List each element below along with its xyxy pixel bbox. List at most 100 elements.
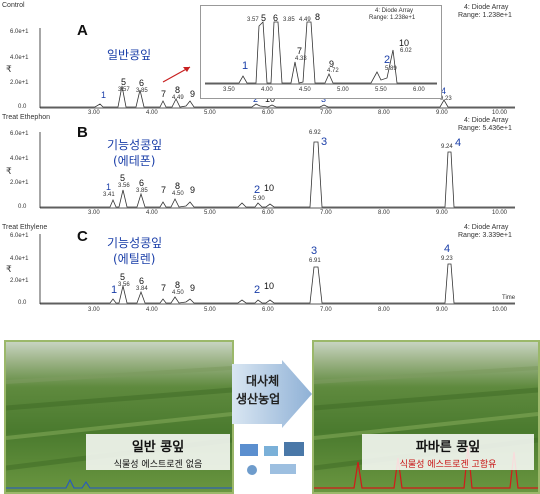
peak-number: 2 xyxy=(254,184,261,196)
x-tick: 6.00 xyxy=(262,307,274,313)
panel-title: 일반콩잎 xyxy=(107,48,152,62)
peak-number: 2 xyxy=(254,284,261,296)
chromatogram-panel-c: Treat Ethylene C 기능성콩잎 (에틸렌) 4: Diode Ar… xyxy=(0,222,540,322)
peak-rt: 9.24 xyxy=(441,144,453,150)
peak-rt: 3.56 xyxy=(118,183,130,189)
y-tick: 2.0e+1 xyxy=(10,80,29,86)
x-tick: 10.00 xyxy=(492,110,508,116)
field-photo-functional: 파바른 콩잎 식물성 에스트로겐 고함유 xyxy=(312,340,540,494)
peak-number: 9 xyxy=(190,89,196,99)
x-tick: 5.00 xyxy=(204,210,216,216)
inset-peak-number: 2 xyxy=(384,54,391,66)
x-tick: 5.00 xyxy=(204,110,216,116)
x-tick: 4.00 xyxy=(146,307,158,313)
y-tick: 4.0e+1 xyxy=(10,55,29,61)
x-tick: 3.00 xyxy=(88,110,100,116)
panel-tag: Treat Ethephon xyxy=(2,114,50,121)
panel-subtitle: (에틸렌) xyxy=(113,252,156,266)
baseline-trace xyxy=(6,478,232,489)
arrow-text-1: 대사체 xyxy=(246,374,280,388)
detector-label: 4: Diode Array xyxy=(464,224,509,231)
panel-tag: Control xyxy=(2,2,25,9)
chromatogram-b xyxy=(39,132,515,209)
peak-number: 8 xyxy=(175,280,181,290)
peak-number: 4 xyxy=(444,243,451,255)
peak-rt: 3.84 xyxy=(136,286,148,292)
detector-label: 4: Diode Array xyxy=(464,117,509,124)
chromatogram-panel-b: Treat Ethephon B 기능성콩잎 (에테폰) 4: Diode Ar… xyxy=(0,112,540,220)
x-tick: 7.00 xyxy=(320,307,332,313)
inset-x-tick: 5.50 xyxy=(375,87,387,93)
inset-range: Range: 1.238e+1 xyxy=(369,15,416,21)
peak-number: 7 xyxy=(161,283,167,293)
x-tick: 8.00 xyxy=(378,307,390,313)
x-tick: 10.00 xyxy=(492,307,508,313)
inset-peak-number: 10 xyxy=(399,38,410,48)
peak-number: 10 xyxy=(264,281,275,291)
inset-x-tick: 4.00 xyxy=(261,87,273,93)
peak-number: 10 xyxy=(265,94,276,104)
peak-number: 1 xyxy=(111,284,118,296)
inset-peak-number: 6 xyxy=(273,13,279,23)
pointer-arrowhead xyxy=(183,67,190,72)
x-tick: 8.00 xyxy=(378,210,390,216)
inset-peak-number: 9 xyxy=(329,59,335,69)
x-axis-label: Time xyxy=(502,295,516,301)
peak-rt: 6.92 xyxy=(309,130,321,136)
arrow-text-2: 생산농업 xyxy=(236,392,281,406)
peak-rt: 5.90 xyxy=(253,196,265,202)
x-tick: 9.00 xyxy=(436,210,448,216)
inset-x-tick: 3.50 xyxy=(223,87,235,93)
caption-box-normal: 일반 콩잎 식물성 에스트로겐 없음 xyxy=(86,434,230,470)
peak-number: 7 xyxy=(161,185,167,195)
peak-number: 3 xyxy=(321,136,328,148)
trace-line xyxy=(40,85,515,108)
x-tick: 6.00 xyxy=(262,110,274,116)
x-tick: 9.00 xyxy=(436,110,448,116)
inset-peak-rt: 3.57 xyxy=(247,17,259,23)
y-tick: 2.0e+1 xyxy=(10,278,29,284)
y-tick: 0.0 xyxy=(18,300,27,306)
inset-peak-rt: 4.72 xyxy=(327,68,339,74)
y-tick: 4.0e+1 xyxy=(10,156,29,162)
peak-number: 3 xyxy=(321,94,327,104)
inset-x-tick: 5.00 xyxy=(337,87,349,93)
panel-tag: Treat Ethylene xyxy=(2,224,48,231)
range-label: Range: 5.436e+1 xyxy=(458,125,512,132)
panel-title: 기능성콩잎 xyxy=(107,138,163,152)
peak-number: 4 xyxy=(455,137,462,149)
panel-letter: C xyxy=(77,228,88,245)
x-tick: 3.00 xyxy=(88,307,100,313)
caption-sub-functional: 식물성 에스트로겐 고함유 xyxy=(399,460,497,470)
y-tick: 4.0e+1 xyxy=(10,256,29,262)
peak-number: 5 xyxy=(120,173,126,183)
peak-number: 6 xyxy=(139,276,145,286)
peak-number: 1 xyxy=(106,182,112,192)
inset-zoom: 5 3.57 6 3.85 8 4.49 7 4.33 9 4.72 1 2 5… xyxy=(200,5,442,99)
caption-box-functional: 파바른 콩잎 식물성 에스트로겐 고함유 xyxy=(362,434,534,470)
y-tick: 6.0e+1 xyxy=(10,29,29,35)
inset-peak-rt: 5.89 xyxy=(385,66,397,72)
peak-number: 3 xyxy=(311,245,318,257)
chromatogram-panel-a: Control A 일반콩잎 4: Diode Array Range: 1.2… xyxy=(0,0,540,110)
x-tick: 7.00 xyxy=(320,110,332,116)
y-tick: 0.0 xyxy=(18,104,27,110)
x-tick: 10.00 xyxy=(492,210,508,216)
inset-peak-number: 5 xyxy=(261,13,267,23)
peak-rt: 6.91 xyxy=(309,258,321,264)
peak-rt: 3.85 xyxy=(136,188,148,194)
peak-rt: 3.57 xyxy=(118,87,130,93)
y-axis-label: ₹ xyxy=(6,166,12,176)
inset-peak-rt: 4.49 xyxy=(299,17,311,23)
inset-peak-rt: 6.02 xyxy=(400,48,412,54)
peak-rt: 4.50 xyxy=(172,290,184,296)
field-photo-normal: 일반 콩잎 식물성 에스트로겐 없음 xyxy=(4,340,234,494)
inset-trace xyxy=(205,21,437,84)
peak-rt: 3.56 xyxy=(118,282,130,288)
y-tick: 6.0e+1 xyxy=(10,131,29,137)
inset-peak-number: 8 xyxy=(315,12,321,22)
panel-letter: B xyxy=(77,124,88,141)
detector-label: 4: Diode Array xyxy=(464,4,509,11)
trace-line xyxy=(40,263,515,304)
caption-sub-normal: 식물성 에스트로겐 없음 xyxy=(113,460,203,470)
